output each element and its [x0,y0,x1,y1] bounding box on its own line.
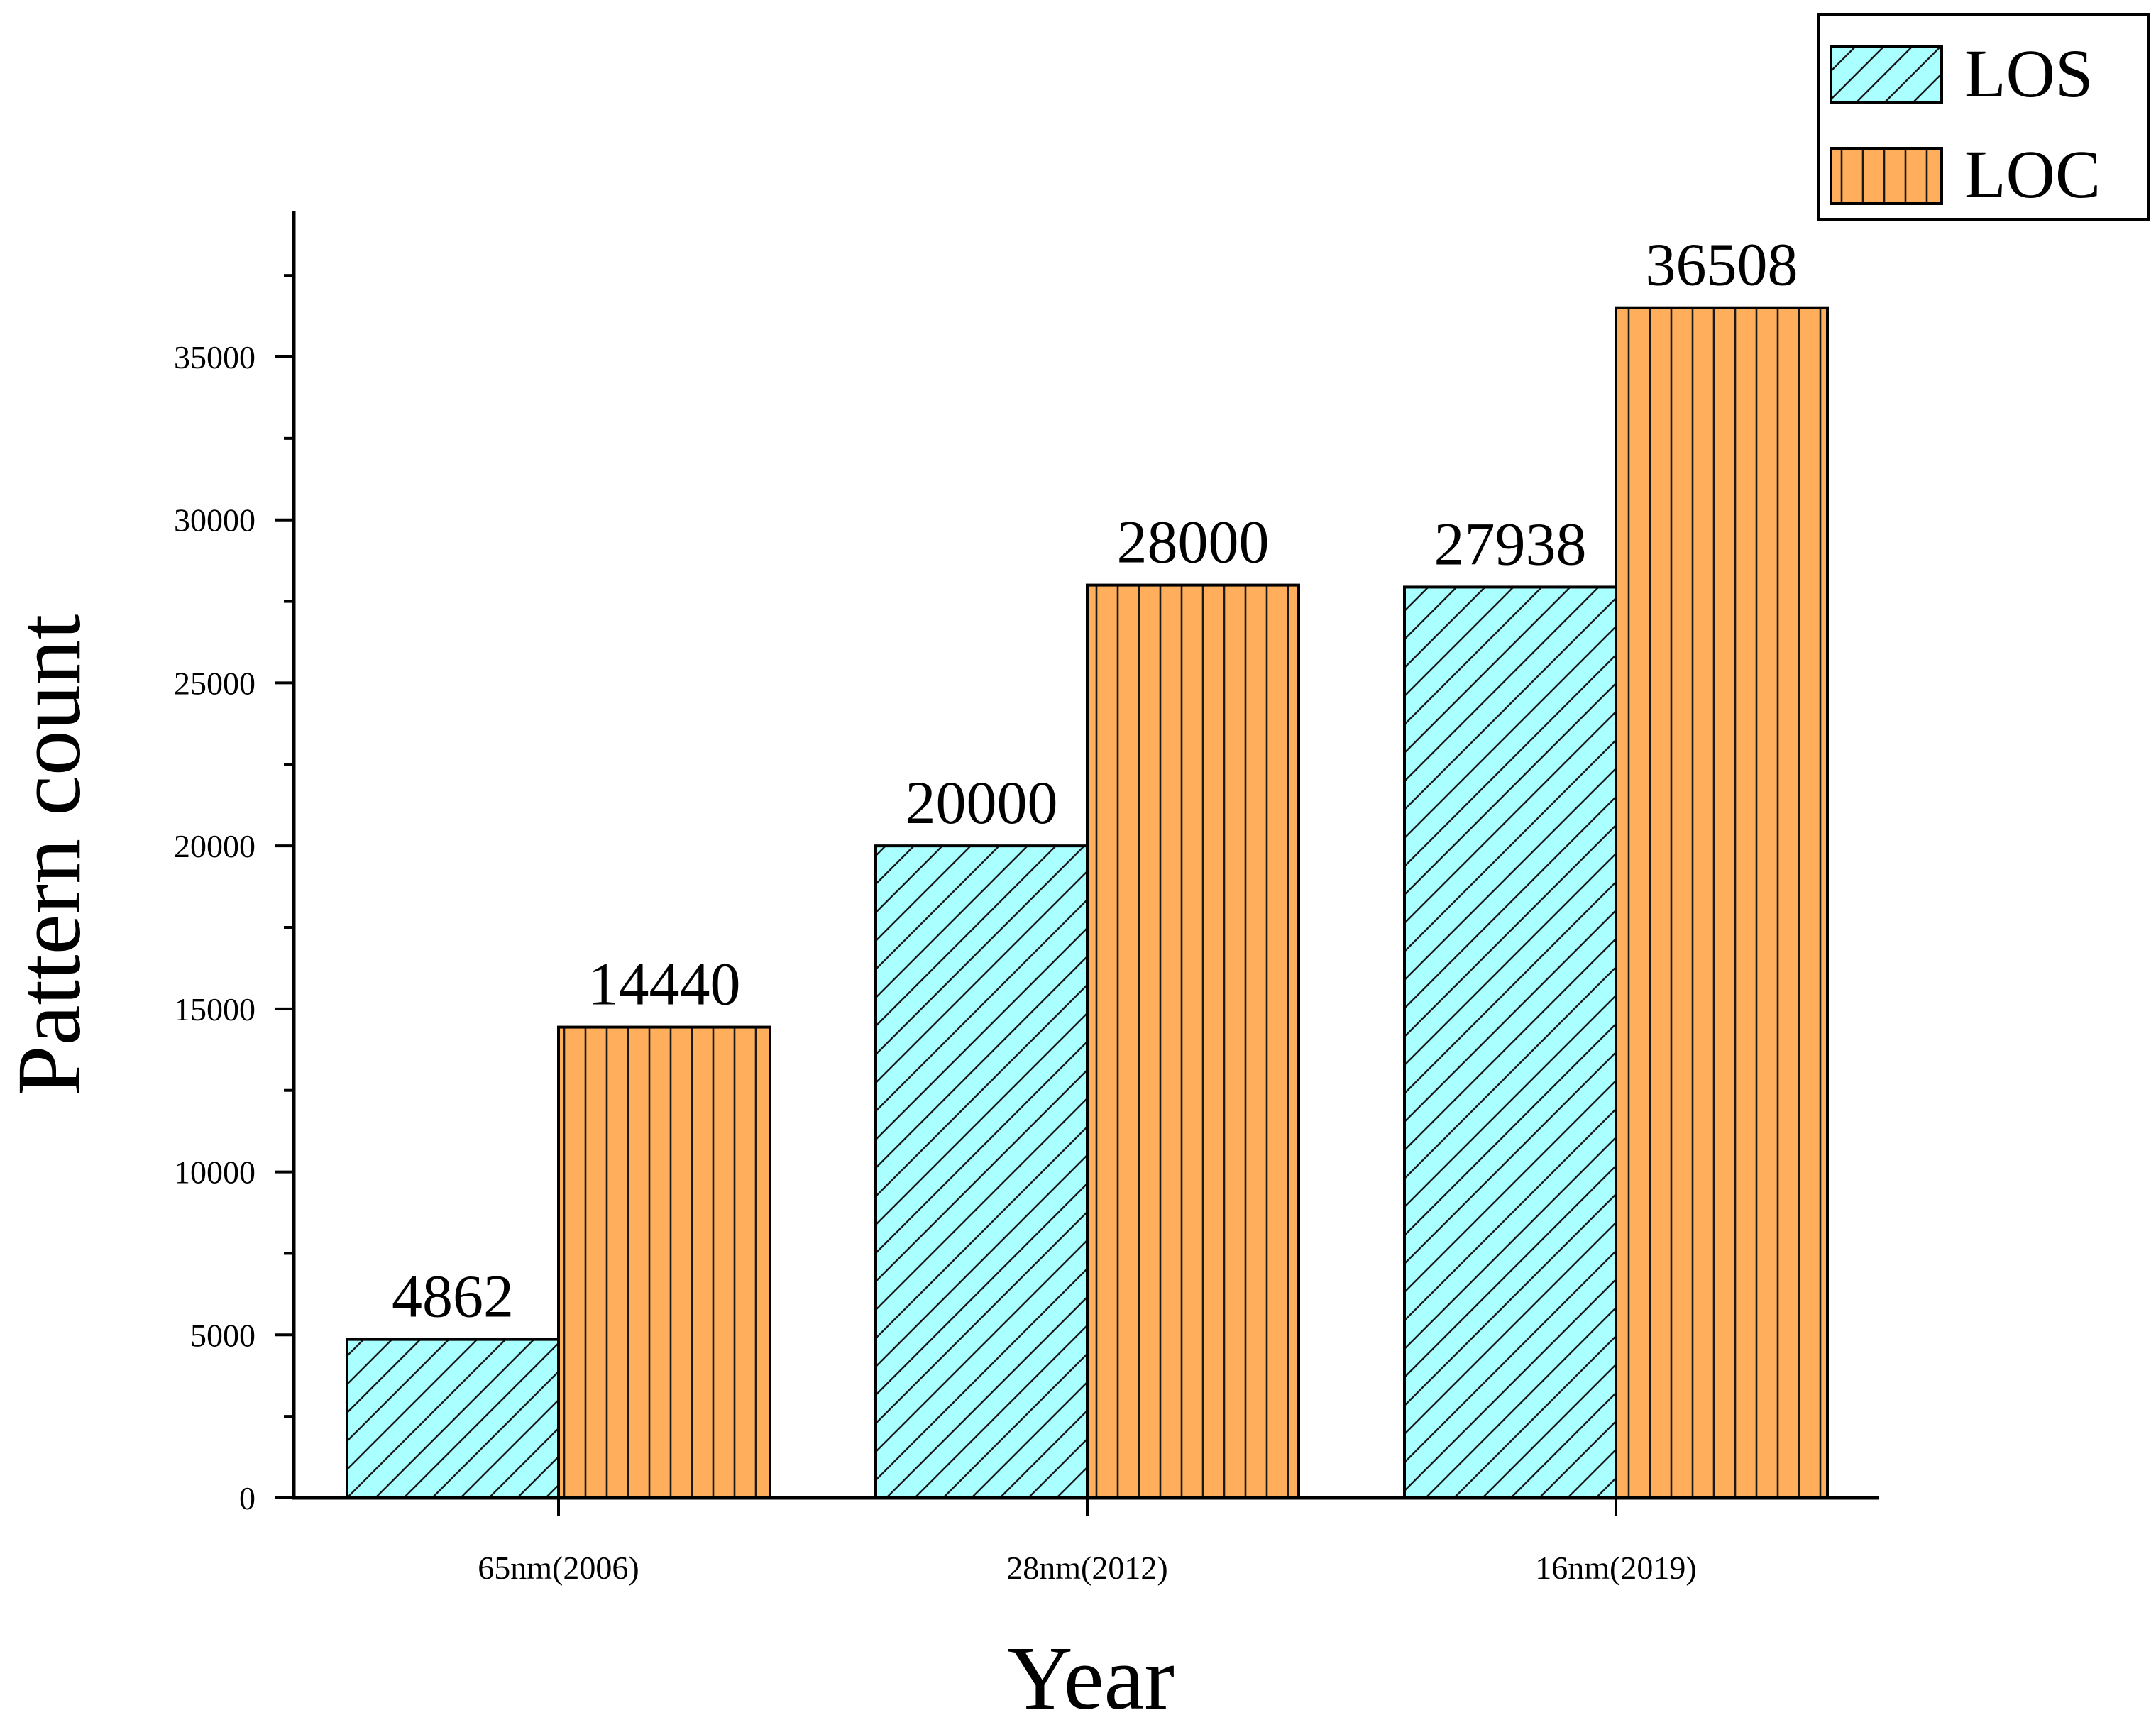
bars-layer [346,306,1829,1500]
y-axis-title: Pattern count [0,614,99,1096]
value-label-los-1: 20000 [906,768,1058,837]
x-ticks: 65nm(2006) 28nm(2012) 16nm(2019) [478,1498,1697,1586]
value-label-loc-1: 28000 [1117,508,1270,576]
y-tick-label-10000: 10000 [174,1154,255,1191]
bar-los-0 [346,1338,560,1500]
value-label-loc-2: 36508 [1646,231,1798,299]
bar-loc-1 [1086,583,1300,1499]
legend-label-los: LOS [1964,35,2093,111]
bar-los-2 [1403,585,1617,1499]
y-tick-label-30000: 30000 [174,502,255,539]
bar-loc-0 [557,1025,771,1499]
legend-swatch-los [1830,45,1943,104]
x-tick-label-2: 16nm(2019) [1535,1550,1696,1586]
y-ticks: 0 5000 10000 15000 20000 25000 30000 35000 [174,274,294,1516]
y-tick-label-0: 0 [239,1480,255,1516]
y-tick-label-20000: 20000 [174,828,255,864]
legend-swatch-loc [1830,147,1943,205]
value-label-los-2: 27938 [1434,509,1587,578]
bar-loc-2 [1615,306,1829,1500]
y-tick-label-5000: 5000 [190,1317,255,1353]
y-tick-label-15000: 15000 [174,991,255,1027]
x-axis-title: Year [1007,1628,1175,1715]
y-tick-label-25000: 25000 [174,665,255,701]
value-labels-layer: 4862 14440 20000 28000 27938 36508 [392,231,1798,1330]
legend: LOS LOC [1817,13,2150,221]
legend-label-loc: LOC [1964,136,2101,212]
value-label-loc-0: 14440 [588,950,741,1018]
x-tick-label-0: 65nm(2006) [478,1550,639,1586]
value-label-los-0: 4862 [392,1262,514,1330]
x-tick-label-1: 28nm(2012) [1006,1550,1167,1586]
bar-los-1 [874,844,1089,1499]
y-tick-label-35000: 35000 [174,339,255,375]
